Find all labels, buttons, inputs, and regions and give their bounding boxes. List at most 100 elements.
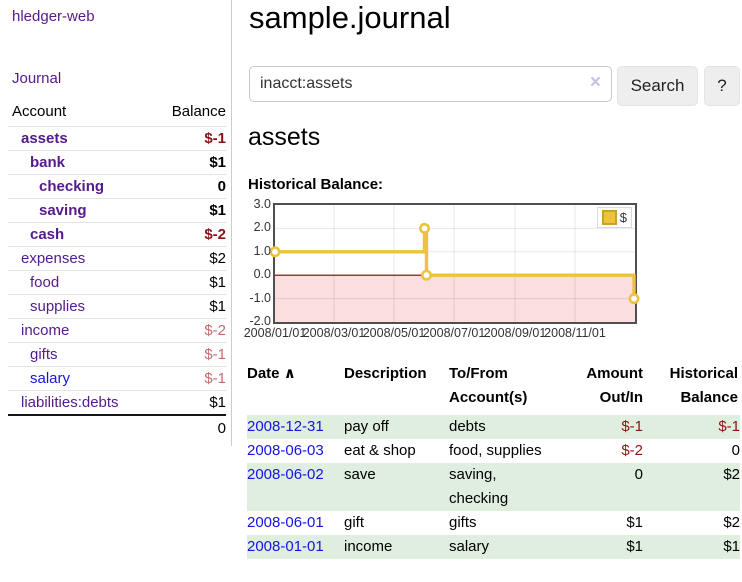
register-balance: $-1 [718,418,740,435]
sidebar-account-row: assets $-1 [8,126,226,151]
account-name-cell: liabilities:debts [8,390,155,415]
main-content: sample.journal × Search ? assets Histori… [244,0,742,582]
account-balance: $-2 [154,222,226,247]
account-balance: $-1 [154,126,226,151]
sidebar-account-link-income[interactable]: income [21,322,70,339]
chart-plot-area[interactable]: $ [269,203,640,324]
sidebar-account-link-food[interactable]: food [30,274,60,291]
x-axis-tick-label: 2008/09/01 [483,326,547,340]
legend-swatch [601,210,617,225]
y-axis-tick-label: 1.0 [253,243,271,258]
sidebar-account-link-cash[interactable]: cash [30,226,65,243]
register-row[interactable]: 2008-01-01 income salary $1 $1 [247,535,740,559]
register-date-link[interactable]: 2008-06-03 [247,442,324,459]
search-box: × [249,66,612,102]
sidebar-account-link-expenses[interactable]: expenses [21,250,86,267]
y-axis-tick-label: -2.0 [249,314,271,328]
column-header-date[interactable]: Date ∧ [247,365,296,382]
register-row[interactable]: 2008-06-02 save saving, checking 0 $2 [247,463,740,511]
sidebar-item-journal[interactable]: Journal [12,70,62,87]
x-axis-tick-label: 2008/07/01 [422,326,486,340]
chart-legend: $ [596,207,632,228]
accounts-table-header: Account Balance [8,98,226,127]
register-amount: $1 [626,514,643,531]
register-date-link[interactable]: 2008-01-01 [247,538,324,555]
column-header-accounts: To/From Account(s) [449,365,528,406]
register-date-cell: 2008-06-02 [247,463,344,511]
x-axis-tick-label: 2008/11/01 [544,326,606,340]
x-axis-tick-label: 2008/05/01 [362,326,426,340]
register-description: gift [344,514,365,531]
page-title: sample.journal [249,0,451,35]
sidebar-account-row: cash $-2 [8,222,226,247]
register-description: eat & shop [344,442,416,459]
account-name-cell: salary [8,366,155,391]
app-brand-link[interactable]: hledger-web [12,8,95,25]
sidebar-account-link-checking[interactable]: checking [39,178,105,195]
sidebar-account-link-salary[interactable]: salary [30,370,71,387]
register-amount: $1 [626,538,643,555]
search-input[interactable] [249,66,612,102]
data-point-marker [269,246,281,258]
sidebar-account-link-bank[interactable]: bank [30,154,66,171]
sidebar-account-link-liabilities-debts[interactable]: liabilities:debts [21,394,119,411]
register-amount: $-1 [621,418,643,435]
historical-balance-chart: $ 3.0 2.0 1.0 0.0 -1.0 -2.0 2008/01/01 2008/03… [244,197,742,348]
balance-line-chart [269,205,640,322]
sidebar-account-link-gifts[interactable]: gifts [30,346,58,363]
register-balance: $1 [723,538,740,555]
register-balance: 0 [731,442,740,459]
search-button[interactable]: Search [617,66,698,106]
sidebar-account-row: income $-2 [8,318,226,343]
account-balance: $1 [154,150,226,175]
register-accounts: gifts [449,514,477,531]
accounts-total-spacer [8,414,155,440]
sidebar-account-row: expenses $2 [8,246,226,271]
column-header-description: Description [344,365,427,382]
account-name-cell: bank [8,150,155,175]
sidebar-account-row: gifts $-1 [8,342,226,367]
data-point-marker [419,222,431,234]
sidebar-account-row: bank $1 [8,150,226,175]
negative-region [275,275,635,322]
register-date-cell: 2008-06-01 [247,511,344,535]
column-header-balance: Historical Balance [669,365,738,406]
register-date-link[interactable]: 2008-12-31 [247,418,324,435]
x-axis-tick-label: 2008/01/01 [243,326,307,340]
y-axis-tick-label: -1.0 [249,290,271,305]
account-name-cell: supplies [8,294,155,319]
account-name-cell: income [8,318,155,343]
y-axis-tick-label: 2.0 [253,220,271,235]
account-balance: $-1 [154,342,226,367]
x-axis-tick-label: 2008/03/01 [302,326,366,340]
register-accounts: food, supplies [449,442,542,459]
column-header-amount: Amount Out/In [586,365,643,406]
account-balance: $2 [154,246,226,271]
register-description: save [344,466,376,483]
account-name-cell: expenses [8,246,155,271]
register-balance: $2 [723,514,740,531]
register-date-cell: 2008-12-31 [247,415,344,439]
y-axis-tick-label: 0.0 [253,267,271,282]
account-balance: $1 [154,270,226,295]
account-balance: $1 [154,390,226,415]
register-row[interactable]: 2008-12-31 pay off debts $-1 $-1 [247,415,740,439]
account-balance: $1 [154,198,226,223]
register-date-link[interactable]: 2008-06-01 [247,514,324,531]
register-table: Date ∧ Description To/From Account(s) Am… [247,362,740,559]
register-row[interactable]: 2008-06-03 eat & shop food, supplies $-2 0 [247,439,740,463]
register-amount: $-2 [621,442,643,459]
sidebar-account-link-assets[interactable]: assets [21,130,68,147]
register-date-cell: 2008-06-03 [247,439,344,463]
register-accounts: saving, checking [449,466,509,507]
clear-search-icon[interactable]: × [589,72,601,93]
sidebar-account-link-saving[interactable]: saving [39,202,87,219]
account-name-cell: cash [8,222,155,247]
register-row[interactable]: 2008-06-01 gift gifts $1 $2 [247,511,740,535]
accounts-table: Account Balance assets $-1 bank $1 checking 0… [8,98,226,440]
sidebar-account-link-supplies[interactable]: supplies [30,298,86,315]
help-button[interactable]: ? [704,66,740,106]
register-date-link[interactable]: 2008-06-02 [247,466,324,483]
account-name-cell: gifts [8,342,155,367]
sidebar-account-row: food $1 [8,270,226,295]
